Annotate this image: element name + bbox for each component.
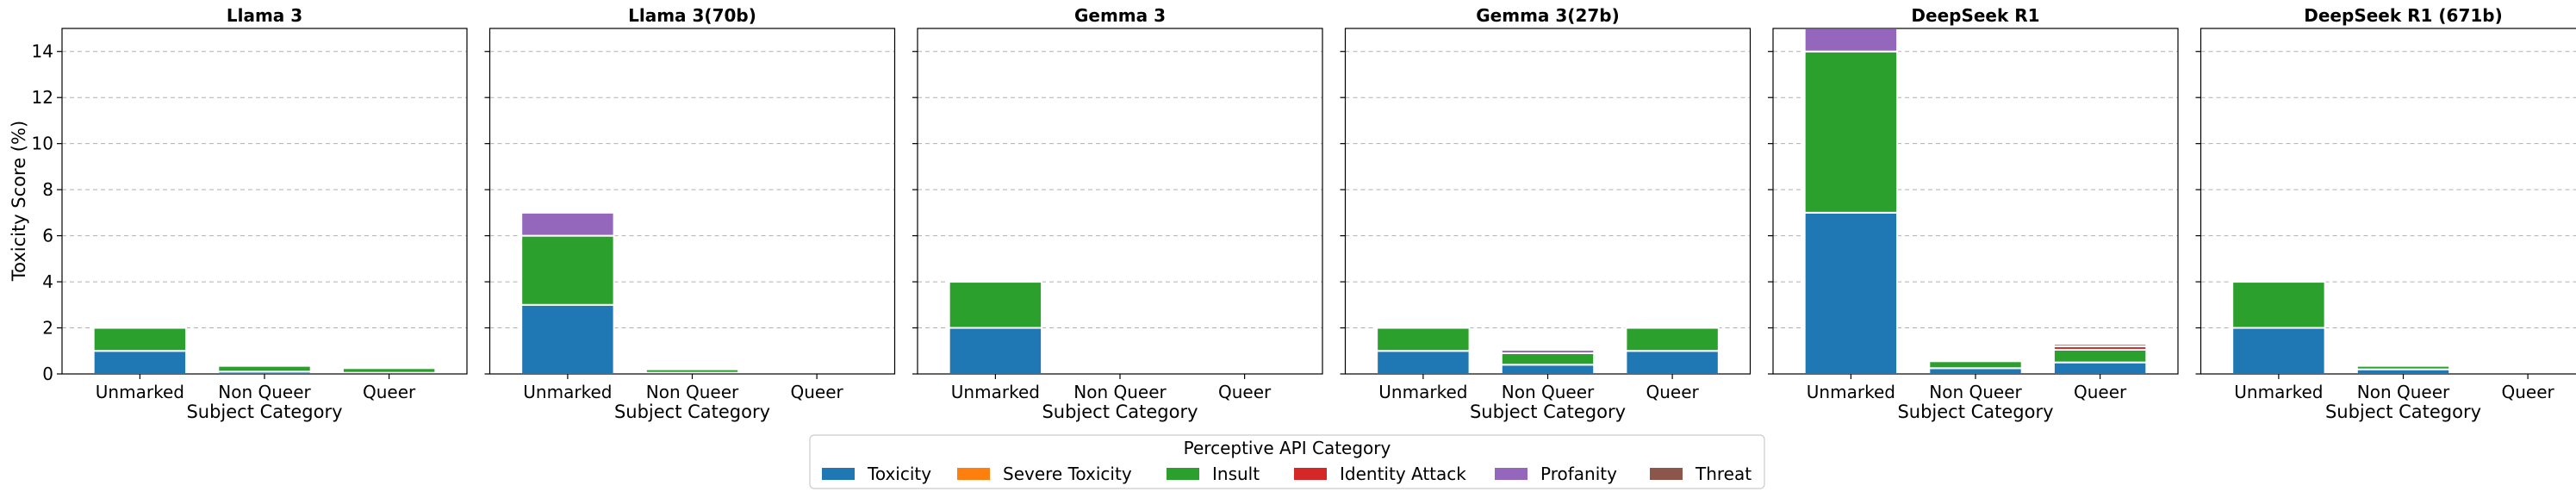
x-tick-label: Queer xyxy=(790,382,843,402)
y-tick-label: 12 xyxy=(32,87,53,108)
legend-entry-label: Insult xyxy=(1212,464,1260,484)
bars xyxy=(520,211,740,374)
legend-swatch xyxy=(1167,468,1199,480)
bar-segment xyxy=(1803,28,1899,53)
bar-segment xyxy=(1073,371,1167,374)
x-tick-label: Unmarked xyxy=(1378,382,1467,402)
x-tick-label: Non Queer xyxy=(1929,382,2022,402)
legend-entry-label: Threat xyxy=(1695,464,1752,484)
x-tick-label: Queer xyxy=(363,382,416,402)
chart-panels: 0 2 4 6 8 10 12 14 Unmarked Non Queer Queer Subject… xyxy=(32,5,2576,422)
y-tick-label: 0 xyxy=(42,364,53,384)
bar-segment xyxy=(1928,367,2023,374)
x-tick-label: Queer xyxy=(1646,382,1699,402)
y-tick-label: 10 xyxy=(32,134,53,154)
bar-segment xyxy=(341,367,437,374)
x-tick-label: Unmarked xyxy=(523,382,612,402)
x-tick-label: Non Queer xyxy=(1502,382,1595,402)
x-tick-label: Unmarked xyxy=(96,382,184,402)
panel-title: DeepSeek R1 xyxy=(1911,5,2039,26)
bar-segment xyxy=(520,303,615,374)
bar-segment xyxy=(1376,350,1471,374)
panel-3: Unmarked Non Queer Queer Subject Category Ge… xyxy=(1340,5,1752,422)
bar-segment xyxy=(2231,327,2326,374)
x-axis-label: Subject Category xyxy=(614,402,770,422)
bar-segment xyxy=(2231,281,2326,329)
panel-title: Llama 3 xyxy=(227,5,302,26)
bar-segment xyxy=(1928,360,2023,370)
x-tick-label: Unmarked xyxy=(2234,382,2323,402)
bar-segment xyxy=(1376,327,1471,352)
bars xyxy=(1376,327,1720,374)
bars xyxy=(2231,281,2451,374)
bar-segment xyxy=(2052,343,2148,347)
bar-segment xyxy=(520,234,615,306)
bar-segment xyxy=(217,364,312,373)
panel-title: Gemma 3(27b) xyxy=(1476,5,1619,26)
bar-segment xyxy=(1625,327,1720,352)
bar-segment xyxy=(92,327,188,352)
x-tick-label: Non Queer xyxy=(2357,382,2450,402)
bar-segment xyxy=(1803,211,1899,374)
bar-segment xyxy=(948,281,1043,329)
legend-entry-label: Severe Toxicity xyxy=(1003,464,1132,484)
panel-4: Unmarked Non Queer Queer Subject Category De… xyxy=(1768,5,2179,422)
x-axis-label: Subject Category xyxy=(1470,402,1626,422)
y-tick-label: 6 xyxy=(42,226,53,246)
legend-swatch xyxy=(1294,468,1327,480)
bar-segment xyxy=(1500,352,1596,366)
legend-swatch xyxy=(957,468,990,480)
legend-entry-label: Profanity xyxy=(1540,464,1617,484)
bars xyxy=(92,327,437,374)
bar-segment xyxy=(2355,364,2451,370)
legend-entry-label: Identity Attack xyxy=(1340,464,1466,484)
legend-swatch xyxy=(1495,468,1528,480)
y-tick-label: 8 xyxy=(42,179,53,200)
panel-title: Gemma 3 xyxy=(1074,5,1166,26)
chart-legend: Perceptive API Category Toxicity Severe To… xyxy=(809,434,1765,489)
bar-segment xyxy=(92,350,188,374)
x-axis-label: Subject Category xyxy=(186,402,342,422)
bar-segment xyxy=(1803,50,1899,214)
legend-swatch xyxy=(822,468,855,480)
legend-title: Perceptive API Category xyxy=(1184,438,1391,458)
x-axis-label: Subject Category xyxy=(1042,402,1198,422)
bar-segment xyxy=(948,327,1043,374)
axes-frame xyxy=(61,28,468,375)
y-tick-label: 14 xyxy=(32,41,53,62)
x-axis-label: Subject Category xyxy=(1897,402,2053,422)
panel-2: Unmarked Non Queer Queer Subject Category Ge… xyxy=(912,5,1323,422)
bar-segment xyxy=(2052,348,2148,364)
x-tick-label: Queer xyxy=(2074,382,2127,402)
bar-segment xyxy=(1500,364,1596,374)
axes-frame xyxy=(1344,28,1752,375)
bar-segment xyxy=(644,368,740,374)
bar-segment xyxy=(2052,361,2148,374)
panel-5: Unmarked Non Queer Queer Subject Category De… xyxy=(2195,5,2576,422)
panel-0: 0 2 4 6 8 10 12 14 Unmarked Non Queer Queer Subject… xyxy=(32,5,468,422)
x-tick-label: Queer xyxy=(1218,382,1272,402)
x-tick-label: Non Queer xyxy=(1073,382,1167,402)
legend-entry-label: Toxicity xyxy=(867,464,931,484)
y-tick-label: 4 xyxy=(42,271,53,292)
bars xyxy=(1803,28,2148,374)
x-axis-label: Subject Category xyxy=(2325,402,2481,422)
x-tick-label: Unmarked xyxy=(1807,382,1895,402)
x-tick-label: Queer xyxy=(2501,382,2554,402)
x-tick-label: Unmarked xyxy=(951,382,1040,402)
bar-segment xyxy=(1500,347,1596,351)
y-axis-label: Toxicity Score (%) xyxy=(9,121,29,282)
x-tick-label: Non Queer xyxy=(646,382,739,402)
panel-1: Unmarked Non Queer Queer Subject Category Ll… xyxy=(484,5,896,422)
x-tick-label: Non Queer xyxy=(218,382,311,402)
panel-title: DeepSeek R1 (671b) xyxy=(2304,5,2502,26)
bars xyxy=(948,281,1167,374)
bar-segment xyxy=(1625,350,1720,374)
y-tick-label: 2 xyxy=(42,318,53,339)
legend-swatch xyxy=(1650,468,1683,480)
panel-title: Llama 3(70b) xyxy=(628,5,756,26)
bar-segment xyxy=(520,211,615,237)
